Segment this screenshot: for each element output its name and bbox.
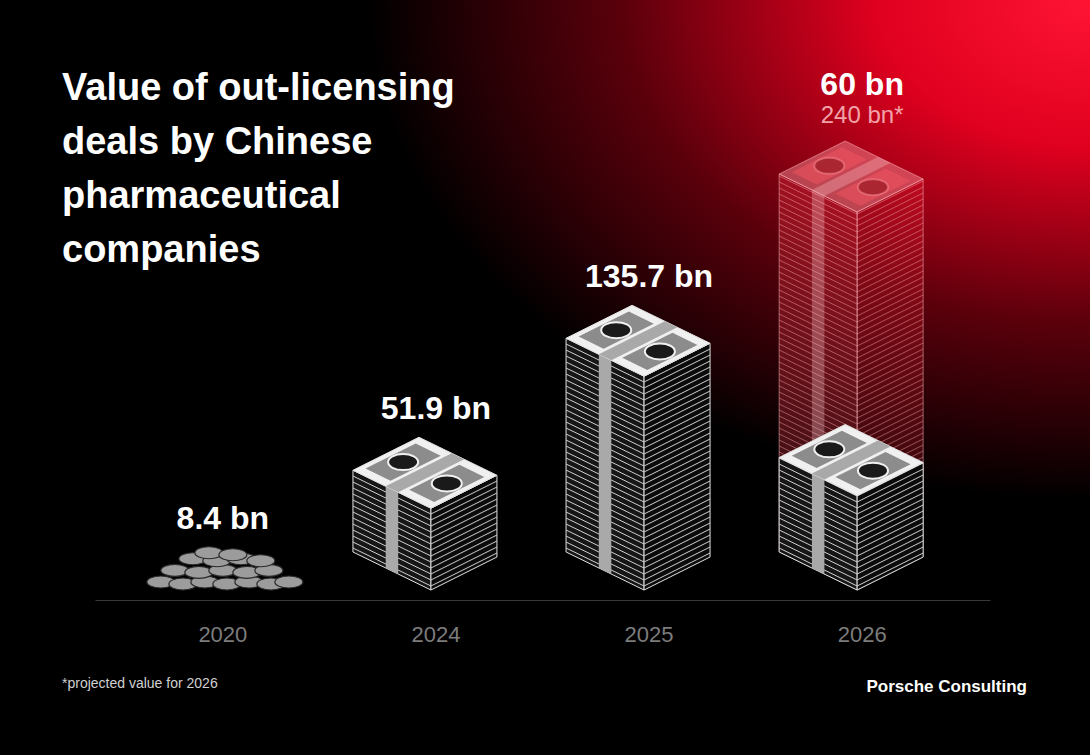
axis-line bbox=[96, 600, 991, 601]
stack-top bbox=[353, 437, 497, 508]
x-axis: 2020 2024 2025 2026 bbox=[96, 600, 991, 647]
chart-container: Value of out-licensingdeals by Chineseph… bbox=[0, 0, 1090, 755]
footnote: *projected value for 2026 bbox=[62, 675, 218, 691]
tick-label: 2026 bbox=[838, 622, 887, 647]
stack-left-face bbox=[779, 174, 857, 590]
tick-label: 2025 bbox=[625, 622, 674, 647]
data-label: 60 bn bbox=[820, 66, 904, 102]
tick-label: 2020 bbox=[198, 622, 247, 647]
stack-band bbox=[599, 354, 611, 574]
stack-band-top bbox=[812, 440, 890, 479]
stack-right-face bbox=[857, 179, 923, 590]
data-label: 135.7 bn bbox=[585, 258, 713, 294]
stack-left-face bbox=[566, 338, 644, 590]
source: Porsche Consulting bbox=[866, 677, 1027, 696]
background bbox=[0, 0, 1090, 755]
bill-portrait bbox=[432, 475, 462, 491]
stack-band bbox=[386, 486, 398, 574]
bill-portrait bbox=[601, 322, 631, 338]
stack-top bbox=[779, 425, 923, 496]
coin bbox=[161, 564, 189, 576]
bill-portrait bbox=[814, 441, 844, 457]
stack-right-face bbox=[644, 343, 710, 590]
tick-label: 2024 bbox=[411, 622, 460, 647]
x-tick: 2024 bbox=[411, 600, 460, 647]
coin-pile bbox=[147, 547, 303, 590]
chart-svg: Value of out-licensingdeals by Chineseph… bbox=[0, 0, 1090, 755]
background-glow bbox=[0, 0, 1090, 755]
data-labels: 8.4 bn 51.9 bn 135.7 bn 240 bn*60 bn bbox=[177, 66, 904, 536]
coin bbox=[275, 576, 303, 588]
money-stack bbox=[779, 141, 923, 590]
x-tick: 2026 bbox=[838, 600, 887, 647]
bill-portrait bbox=[814, 158, 844, 174]
x-tick: 2025 bbox=[625, 600, 674, 647]
coin bbox=[185, 566, 213, 578]
coin bbox=[247, 555, 275, 567]
stack-band-top bbox=[386, 453, 464, 492]
bill-portrait bbox=[858, 463, 888, 479]
money-stack bbox=[353, 437, 497, 590]
projected-label: 240 bn* bbox=[821, 101, 904, 128]
money-stack bbox=[566, 305, 710, 590]
stack-band-top bbox=[599, 321, 677, 360]
stack-band bbox=[812, 473, 824, 574]
coin bbox=[219, 549, 247, 561]
stack-top bbox=[779, 141, 923, 212]
data-label: 8.4 bn bbox=[177, 500, 269, 536]
plot-area bbox=[147, 141, 923, 590]
stack-band-top bbox=[812, 157, 890, 196]
data-label: 51.9 bn bbox=[381, 390, 491, 426]
bill-portrait bbox=[645, 343, 675, 359]
bill-portrait bbox=[388, 454, 418, 470]
x-tick: 2020 bbox=[198, 600, 247, 647]
money-stack bbox=[779, 425, 923, 591]
coin bbox=[195, 547, 223, 559]
stack-top bbox=[566, 305, 710, 376]
bill-portrait bbox=[858, 179, 888, 195]
stack-band bbox=[812, 190, 824, 574]
chart-title: Value of out-licensingdeals by Chineseph… bbox=[62, 66, 455, 270]
